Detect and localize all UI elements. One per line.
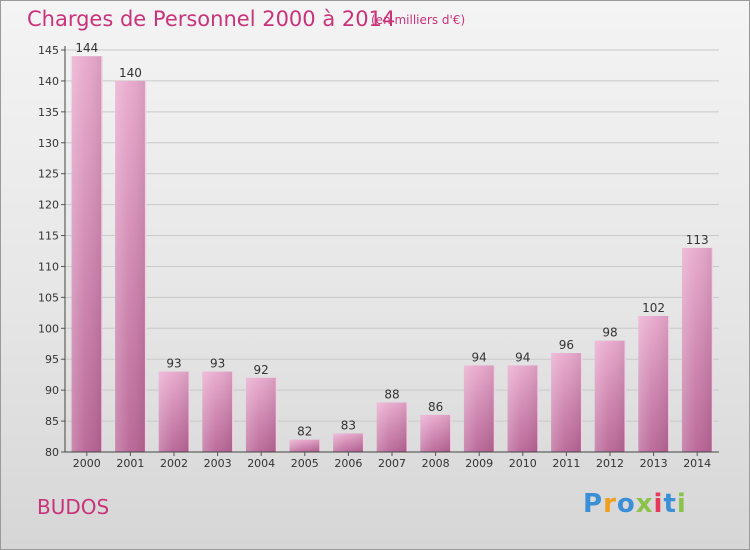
y-tick-label: 90 <box>45 384 59 397</box>
bar-shine <box>681 247 713 452</box>
data-label: 144 <box>75 41 98 55</box>
x-tick-label: 2003 <box>204 457 232 470</box>
y-tick-label: 120 <box>38 199 59 212</box>
y-tick-label: 105 <box>38 291 59 304</box>
data-label: 96 <box>559 338 574 352</box>
y-tick-label: 95 <box>45 353 59 366</box>
y-tick-label: 125 <box>38 168 59 181</box>
data-label: 82 <box>297 425 312 439</box>
chart-title: Charges de Personnel 2000 à 2014 <box>27 7 396 31</box>
axes <box>64 46 719 456</box>
x-tick-labels: 2000 2001 2002 2003 2004 2005 2006 2007 2008 2009… <box>73 457 711 470</box>
bar-shine <box>333 433 364 452</box>
logo-letter: r <box>603 489 617 519</box>
bar-shine <box>463 365 495 452</box>
bar-shine <box>420 414 451 452</box>
data-label: 88 <box>384 388 399 402</box>
bar-shine <box>594 340 626 452</box>
x-tick-label: 2007 <box>378 457 406 470</box>
data-label: 140 <box>119 66 142 80</box>
y-tick-label: 130 <box>38 137 59 150</box>
x-tick-label: 2004 <box>247 457 275 470</box>
data-label: 93 <box>210 357 225 371</box>
bar-shine <box>551 353 582 452</box>
y-tick-labels: 80 85 90 95 100 105 110 115 120 125 130 135 140 145 <box>38 44 59 459</box>
x-tick-label: 2014 <box>683 457 711 470</box>
data-label: 102 <box>642 301 665 315</box>
data-label: 113 <box>686 233 709 247</box>
y-tick-label: 145 <box>38 44 59 57</box>
data-label: 92 <box>254 363 269 377</box>
data-label: 83 <box>341 418 356 432</box>
x-tick-label: 2008 <box>422 457 450 470</box>
x-tick-label: 2000 <box>73 457 101 470</box>
logo-letter: o <box>616 489 636 519</box>
x-tick-label: 2005 <box>291 457 319 470</box>
commune-name: BUDOS <box>37 495 110 519</box>
x-tick-label: 2013 <box>640 457 668 470</box>
bar-shine <box>638 315 669 452</box>
bar-shine <box>71 56 103 452</box>
x-tick-label: 2001 <box>116 457 144 470</box>
proxiti-logo[interactable]: Proxiti <box>583 489 687 519</box>
y-tick-label: 115 <box>38 230 59 243</box>
bar-shine <box>115 80 146 452</box>
y-tick-label: 80 <box>45 446 59 459</box>
logo-letter: P <box>583 489 604 519</box>
x-tick-label: 2002 <box>160 457 188 470</box>
data-label: 98 <box>602 326 617 340</box>
logo-letter: i <box>676 489 687 519</box>
chart-subtitle: (en milliers d'€) <box>371 13 466 27</box>
bar-shine <box>158 371 190 452</box>
data-labels: 144 140 93 93 92 82 83 88 86 94 94 96 98 102 113 <box>75 41 708 438</box>
bar-shine <box>289 439 321 452</box>
logo-letter: t <box>663 489 677 519</box>
x-tick-label: 2012 <box>596 457 624 470</box>
grid-lines <box>61 49 719 453</box>
bar-shine <box>245 377 277 452</box>
bar-shine <box>202 371 233 452</box>
x-tick-label: 2006 <box>334 457 362 470</box>
x-tick-label: 2010 <box>509 457 537 470</box>
bar-shine <box>507 365 539 452</box>
data-label: 86 <box>428 400 443 414</box>
data-label: 94 <box>515 350 530 364</box>
data-label: 94 <box>472 350 487 364</box>
bar-shine <box>376 402 408 452</box>
data-label: 93 <box>166 357 181 371</box>
logo-letter: x <box>635 489 654 519</box>
y-tick-label: 85 <box>45 415 59 428</box>
y-tick-label: 135 <box>38 106 59 119</box>
logo-letter: i <box>653 489 664 519</box>
x-tick-label: 2011 <box>552 457 580 470</box>
bars <box>71 56 714 452</box>
y-tick-label: 110 <box>38 260 59 273</box>
y-tick-label: 140 <box>38 75 59 88</box>
x-tick-label: 2009 <box>465 457 493 470</box>
y-tick-label: 100 <box>38 322 59 335</box>
